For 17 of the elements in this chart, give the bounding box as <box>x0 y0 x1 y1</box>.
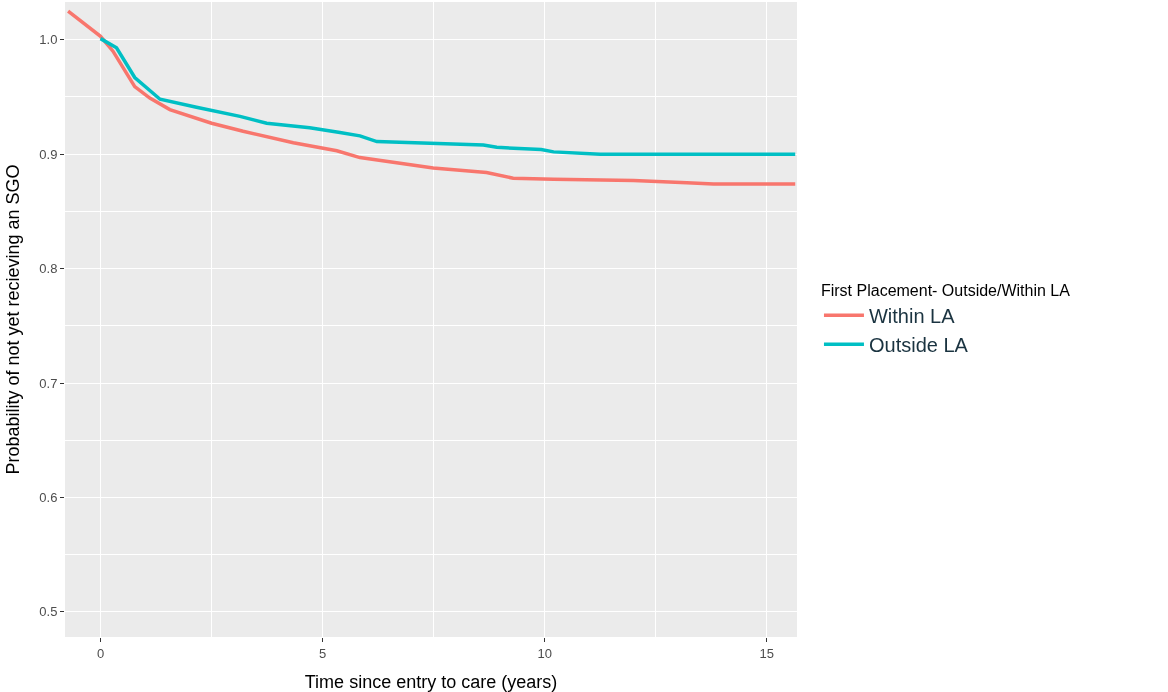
x-tick-label: 5 <box>319 645 327 661</box>
y-tick-label: 1.0 <box>39 32 58 48</box>
x-tick-label: 15 <box>759 645 775 661</box>
legend-label: Outside LA <box>868 334 969 357</box>
x-tick-label: 0 <box>96 645 105 661</box>
y-axis-title: Probability of not yet recieving an SGO <box>2 164 23 475</box>
x-tick-label: 10 <box>537 645 552 661</box>
line-series <box>98 36 797 156</box>
legend-label: Within LA <box>868 305 956 328</box>
y-tick-label: 0.6 <box>39 489 58 505</box>
y-tick-label: 0.8 <box>39 261 58 277</box>
x-axis-title: Time since entry to care (years) <box>304 671 558 692</box>
y-tick-label: 0.5 <box>39 604 58 620</box>
y-tick-label: 0.9 <box>39 146 58 162</box>
line-series <box>66 9 797 186</box>
legend-title: First Placement- Outside/Within LA <box>820 281 1071 299</box>
y-tick-label: 0.7 <box>39 375 58 391</box>
